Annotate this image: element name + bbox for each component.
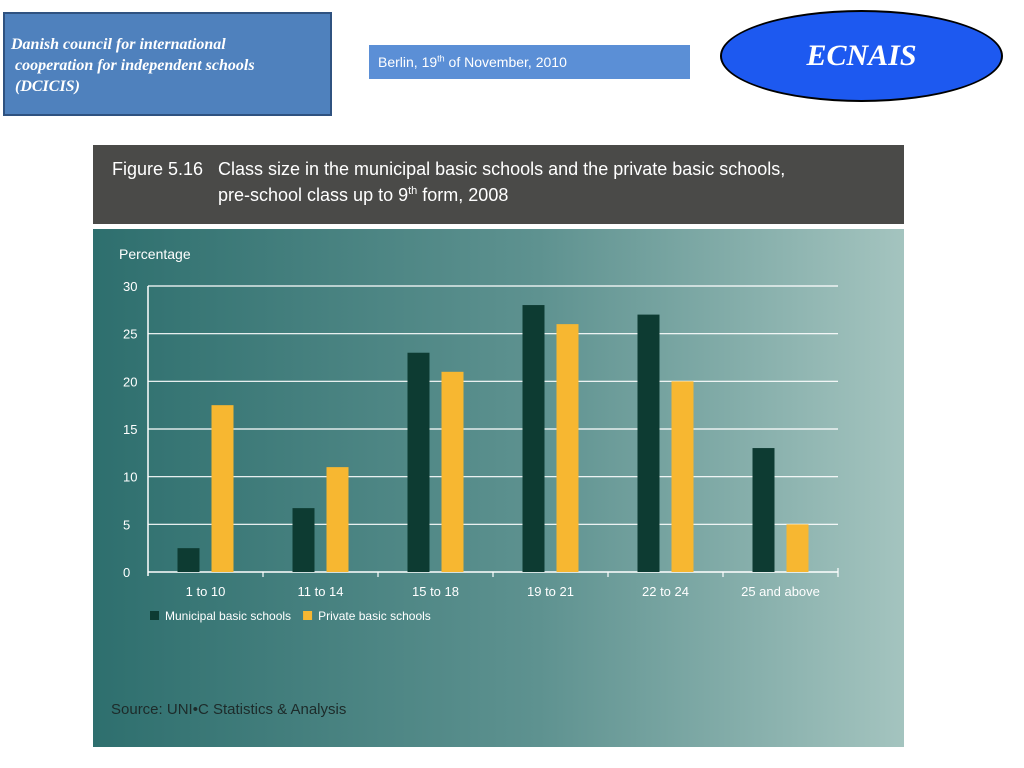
ecnais-logo: ECNAIS [720, 10, 1003, 102]
y-axis-label: Percentage [119, 246, 191, 262]
figure-title-line2: pre-school class up to 9th form, 2008 [218, 185, 508, 206]
source-note: Source: UNI•C Statistics & Analysis [111, 701, 347, 718]
date-superscript: th [437, 53, 445, 64]
bar-municipal [407, 352, 430, 572]
y-tick-label: 10 [123, 470, 137, 485]
figure-title-suffix: form, 2008 [417, 185, 509, 205]
x-tick-label: 1 to 10 [186, 584, 226, 599]
bar-private [211, 405, 234, 572]
bar-private [556, 324, 579, 572]
legend-swatch [150, 611, 159, 620]
y-tick-label: 0 [123, 565, 130, 580]
org-name-line: cooperation for independent schools [11, 57, 255, 74]
y-tick-label: 30 [123, 279, 137, 294]
bar-municipal [637, 314, 660, 572]
bar-private [671, 381, 694, 572]
bar-municipal [752, 448, 775, 572]
x-tick-label: 11 to 14 [297, 584, 343, 599]
x-tick-label: 15 to 18 [412, 584, 459, 599]
figure-header: Figure 5.16 Class size in the municipal … [93, 145, 904, 224]
figure-title-superscript: th [408, 185, 418, 197]
figure-title-prefix: pre-school class up to 9 [218, 185, 409, 205]
bar-municipal [177, 548, 200, 572]
bar-private [786, 524, 809, 572]
y-tick-label: 25 [123, 327, 137, 342]
figure-title-line1: Class size in the municipal basic school… [218, 159, 786, 179]
y-tick-label: 5 [123, 517, 130, 532]
legend-label: Private basic schools [318, 609, 431, 623]
bar-chart: Percentage 0 5 10 15 20 25 30 1 to 10 11 to 14 15 … [119, 246, 839, 623]
date-suffix: of November, 2010 [444, 54, 567, 70]
bar-municipal [522, 305, 545, 572]
chart-panel: Percentage 0 5 10 15 20 25 30 1 to 10 11 to 14 15 … [93, 229, 904, 747]
legend-swatch [303, 611, 313, 620]
x-tick-label: 19 to 21 [527, 584, 574, 599]
y-tick-label: 15 [123, 422, 137, 437]
y-tick-label: 20 [123, 374, 137, 389]
bar-municipal [292, 508, 315, 572]
org-name-line: (DCICIS) [11, 78, 80, 95]
legend-label: Municipal basic schools [165, 609, 291, 623]
x-tick-label: 25 and above [741, 584, 820, 599]
figure-number: Figure 5.16 [112, 159, 204, 179]
org-name-box: Danish council for international coopera… [3, 12, 332, 116]
org-name-line: Danish council for international [11, 36, 226, 53]
date-location-box: Berlin, 19th of November, 2010 [369, 45, 690, 79]
bar-private [326, 467, 349, 572]
bar-private [441, 371, 464, 572]
date-prefix: Berlin, 19 [378, 54, 438, 70]
x-tick-label: 22 to 24 [642, 584, 689, 599]
